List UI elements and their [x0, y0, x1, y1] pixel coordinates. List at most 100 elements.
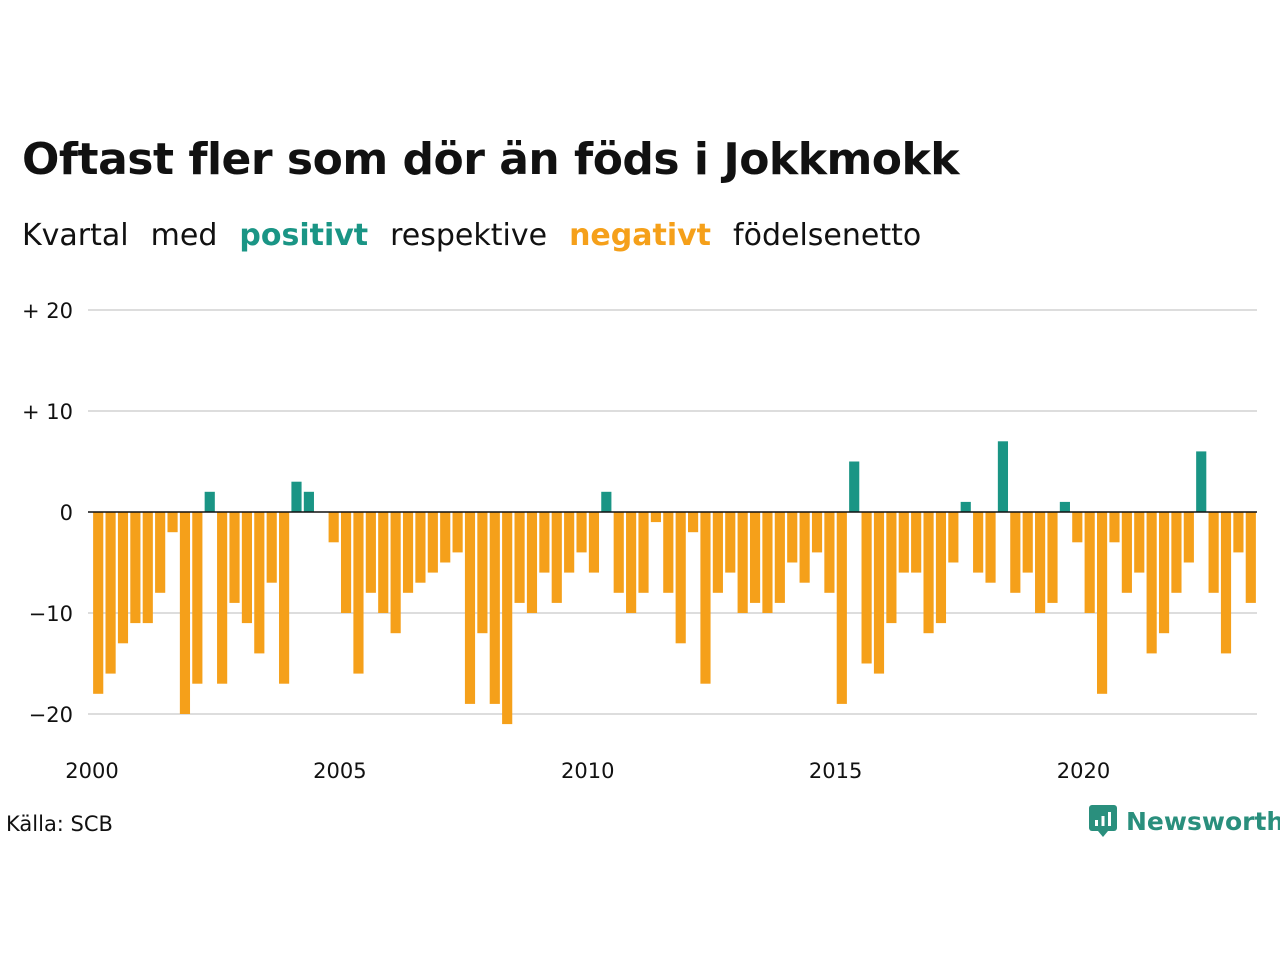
- bar: [179, 512, 191, 714]
- bar: [1183, 512, 1194, 563]
- newsworthy-logo-icon: [1089, 805, 1117, 837]
- bar: [1245, 512, 1256, 603]
- bar-chart: + 20 + 10 0 −10 −20 2000 2005 2010 2015 2020: [22, 299, 1257, 783]
- bar: [452, 512, 463, 553]
- bar: [291, 481, 302, 512]
- x-tick-label: 2020: [1057, 759, 1110, 783]
- bar: [1084, 512, 1095, 613]
- bar: [266, 512, 277, 583]
- bar: [192, 512, 203, 684]
- subtitle-word: Kvartal: [22, 218, 129, 253]
- bar: [811, 512, 823, 553]
- bar: [960, 501, 971, 512]
- subtitle-positive-label: positivt: [239, 218, 369, 253]
- y-tick-label: + 20: [22, 299, 73, 323]
- bar: [1022, 512, 1033, 573]
- bar: [650, 512, 661, 523]
- bar: [254, 512, 265, 654]
- bar: [588, 512, 600, 573]
- subtitle-word: respektive: [390, 218, 548, 253]
- bar: [861, 512, 872, 664]
- bar: [204, 491, 215, 512]
- bar: [762, 512, 773, 613]
- bar: [117, 512, 129, 644]
- bar: [229, 512, 240, 603]
- y-tick-label: 0: [60, 501, 73, 525]
- subtitle-word: födelsenetto: [733, 218, 922, 253]
- y-tick-label: + 10: [22, 400, 73, 424]
- source-note: Källa: SCB: [6, 812, 113, 836]
- bar: [93, 512, 104, 694]
- bar: [613, 512, 624, 593]
- bar: [1109, 512, 1120, 543]
- brand-name: Newsworthy: [1126, 806, 1280, 836]
- bar: [1158, 512, 1170, 634]
- y-tick-label: −20: [29, 703, 73, 727]
- bar: [390, 512, 401, 634]
- bar: [378, 512, 389, 613]
- bar: [836, 512, 847, 704]
- bar: [948, 512, 959, 563]
- bar: [737, 512, 748, 613]
- bar: [1121, 512, 1132, 593]
- bar: [774, 512, 785, 603]
- bar: [1220, 512, 1232, 654]
- bar: [1134, 512, 1145, 573]
- bar: [749, 512, 761, 603]
- bar: [427, 512, 438, 573]
- bar: [502, 512, 513, 725]
- bar: [514, 512, 525, 603]
- bar: [873, 512, 885, 674]
- bar: [1233, 512, 1244, 553]
- bar: [167, 512, 178, 533]
- bar: [130, 512, 141, 624]
- bar: [340, 512, 352, 613]
- bar: [663, 512, 674, 593]
- bar: [303, 491, 314, 512]
- bar: [1072, 512, 1083, 543]
- bar: [911, 512, 922, 573]
- bar: [353, 512, 364, 674]
- bar: [142, 512, 153, 624]
- bar: [824, 512, 835, 593]
- bar: [675, 512, 686, 644]
- bar: [997, 441, 1009, 512]
- bar: [155, 512, 166, 593]
- bar: [440, 512, 451, 563]
- bar: [402, 512, 414, 593]
- bar: [923, 512, 934, 634]
- y-tick-label: −10: [29, 602, 73, 626]
- bar: [564, 512, 575, 573]
- bar: [576, 512, 587, 553]
- bar: [700, 512, 711, 684]
- bar: [526, 512, 538, 613]
- bar: [898, 512, 909, 573]
- bar: [279, 512, 290, 684]
- bar: [328, 512, 339, 543]
- bar: [787, 512, 798, 563]
- bar: [1196, 451, 1207, 512]
- bar: [1059, 501, 1070, 512]
- bar: [601, 491, 612, 512]
- bar: [551, 512, 562, 603]
- bar: [1097, 512, 1108, 694]
- bar: [1146, 512, 1157, 654]
- bar: [688, 512, 699, 533]
- bar: [489, 512, 500, 704]
- bar: [638, 512, 649, 593]
- bar: [886, 512, 897, 624]
- bar: [105, 512, 116, 674]
- bar: [985, 512, 996, 583]
- bar: [1010, 512, 1021, 593]
- bar: [415, 512, 426, 583]
- bar: [725, 512, 736, 573]
- bar: [849, 461, 860, 512]
- x-tick-label: 2015: [809, 759, 862, 783]
- bar: [1035, 512, 1046, 613]
- bar: [799, 512, 810, 583]
- subtitle-word: med: [150, 218, 218, 253]
- bar: [973, 512, 984, 573]
- bar: [935, 512, 947, 624]
- subtitle-negative-label: negativt: [569, 218, 712, 253]
- bar: [626, 512, 637, 613]
